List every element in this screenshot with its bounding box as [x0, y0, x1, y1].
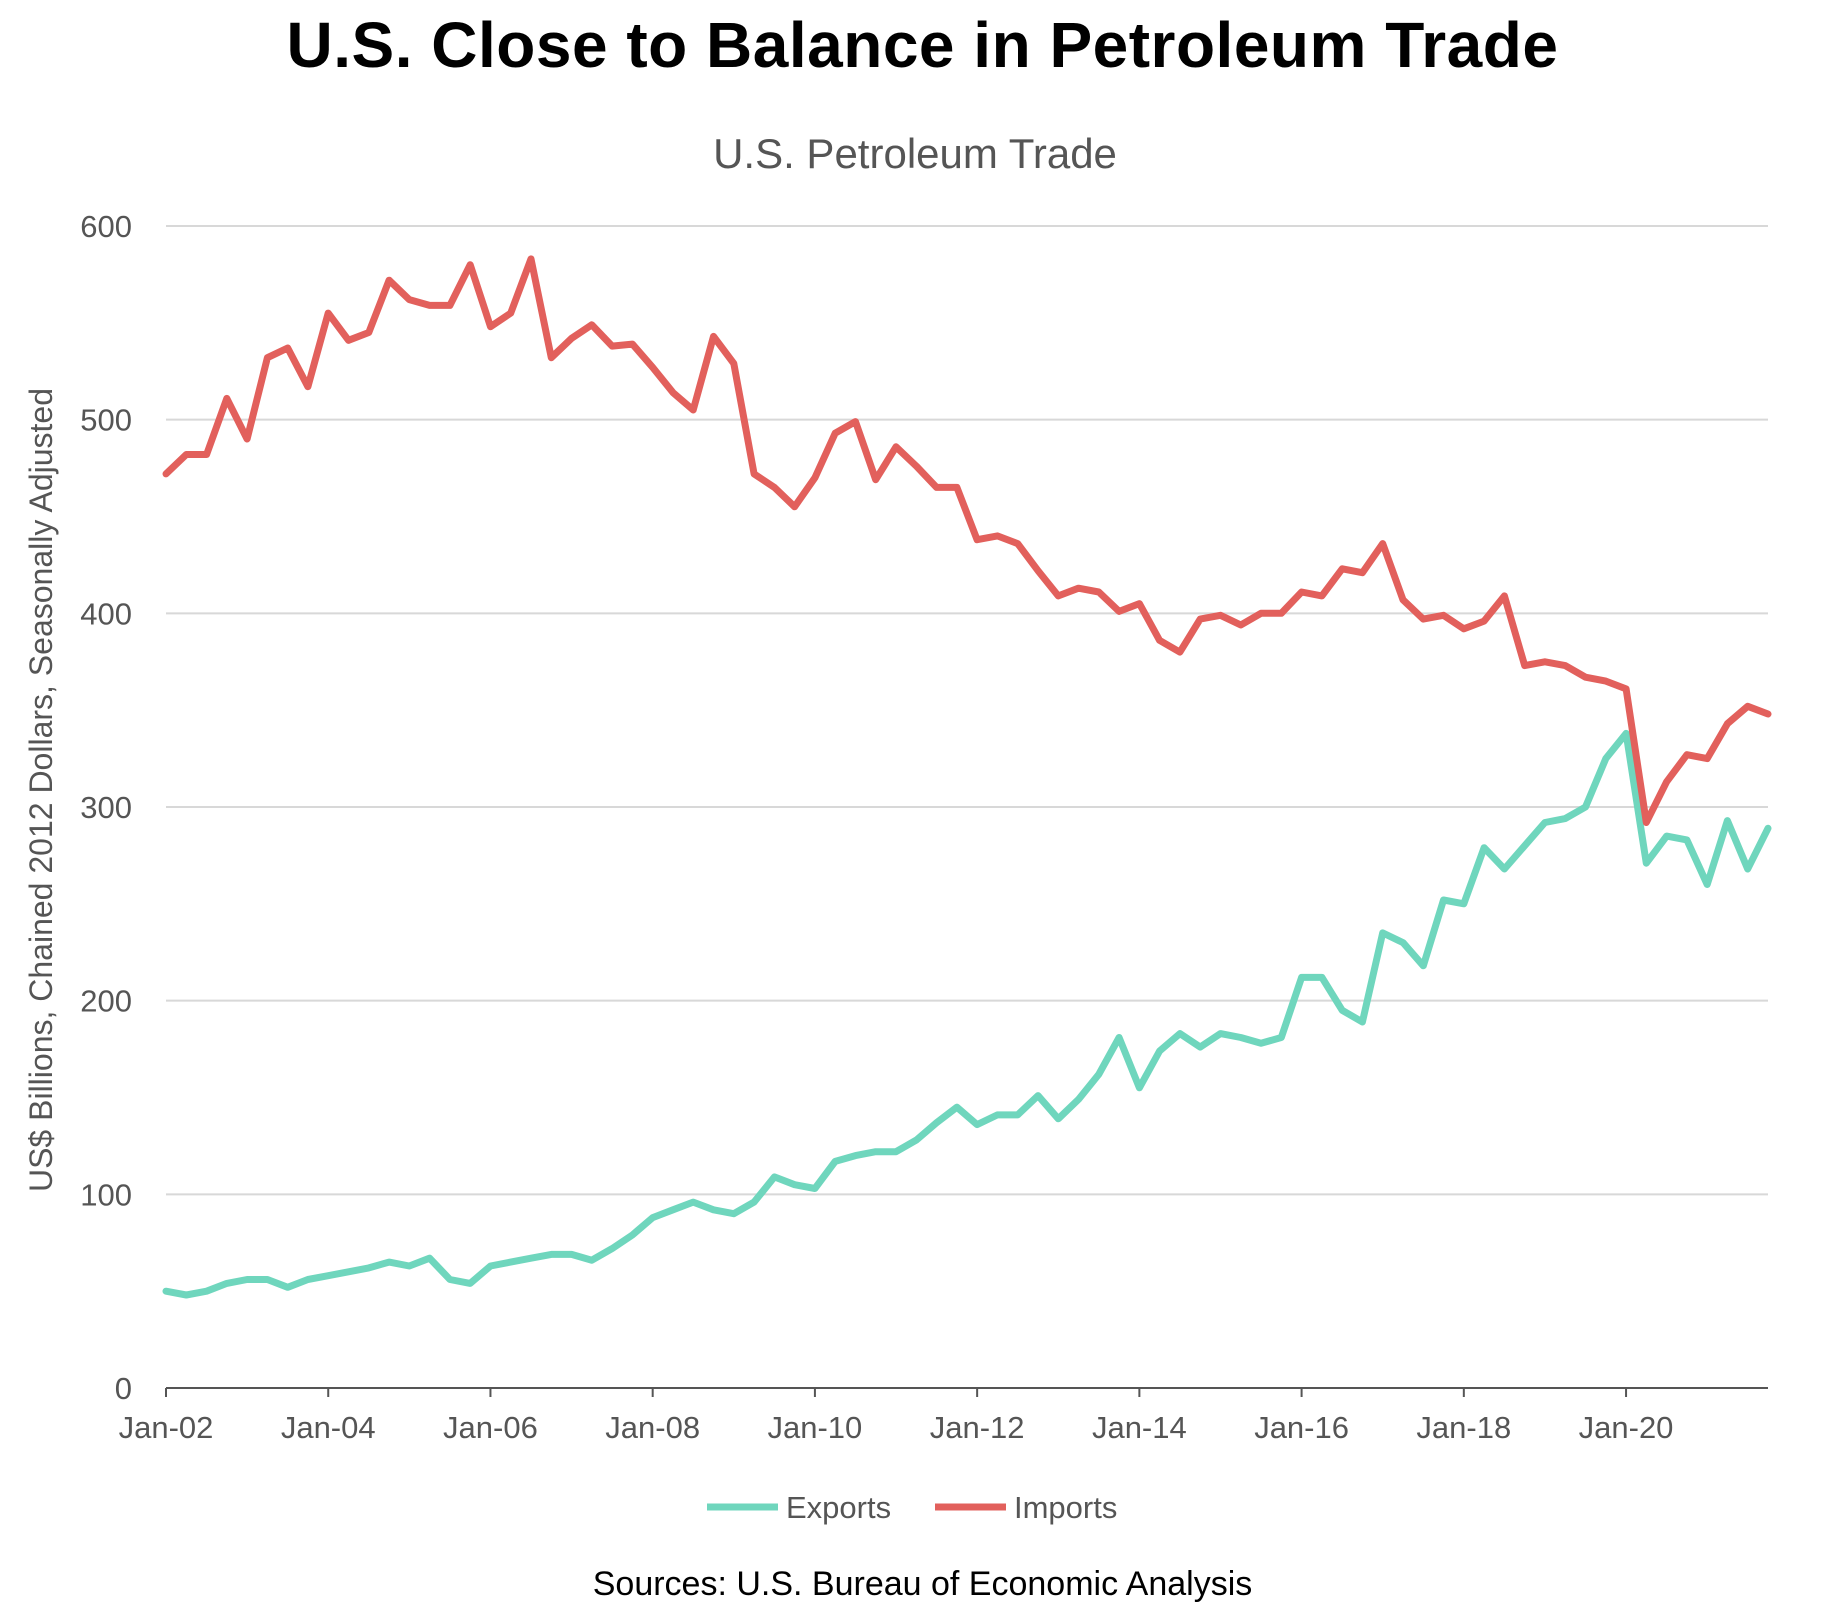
- legend-label-imports: Imports: [1014, 1490, 1117, 1525]
- y-tick-label: 0: [115, 1371, 132, 1406]
- page-headline: U.S. Close to Balance in Petroleum Trade: [286, 9, 1559, 81]
- x-tick-label: Jan-12: [930, 1410, 1025, 1445]
- x-tick-label: Jan-18: [1416, 1410, 1511, 1445]
- x-tick-label: Jan-02: [119, 1410, 214, 1445]
- chart-title: U.S. Petroleum Trade: [713, 130, 1117, 177]
- y-tick-label: 500: [80, 403, 132, 438]
- y-axis: 0 100 200 300 400 500 600: [80, 209, 132, 1406]
- legend-label-exports: Exports: [786, 1490, 891, 1525]
- legend-item-exports[interactable]: Exports: [707, 1490, 891, 1525]
- gridlines: [166, 225, 1768, 1196]
- imports-line: [162, 255, 1772, 826]
- x-axis: Jan-02 Jan-04 Jan-06 Jan-08 Jan-10 Jan-12 Jan-…: [119, 1387, 1768, 1445]
- legend-item-imports[interactable]: Imports: [935, 1490, 1117, 1525]
- y-tick-label: 100: [80, 1177, 132, 1212]
- x-tick-label: Jan-04: [281, 1410, 376, 1445]
- x-tick-label: Jan-16: [1254, 1410, 1349, 1445]
- x-tick-label: Jan-10: [768, 1410, 863, 1445]
- series-lines: [162, 255, 1772, 1299]
- y-tick-label: 400: [80, 596, 132, 631]
- x-tick-label: Jan-20: [1579, 1410, 1674, 1445]
- y-tick-label: 600: [80, 209, 132, 244]
- x-tick-label: Jan-08: [605, 1410, 700, 1445]
- x-tick-label: Jan-06: [443, 1410, 538, 1445]
- y-tick-label: 300: [80, 790, 132, 825]
- x-tick-label: Jan-14: [1092, 1410, 1187, 1445]
- y-tick-label: 200: [80, 984, 132, 1019]
- legend: Exports Imports: [707, 1490, 1117, 1525]
- exports-line: [162, 729, 1772, 1299]
- source-note: Sources: U.S. Bureau of Economic Analysi…: [592, 1565, 1253, 1603]
- y-axis-label: US$ Billions, Chained 2012 Dollars, Seas…: [23, 388, 59, 1192]
